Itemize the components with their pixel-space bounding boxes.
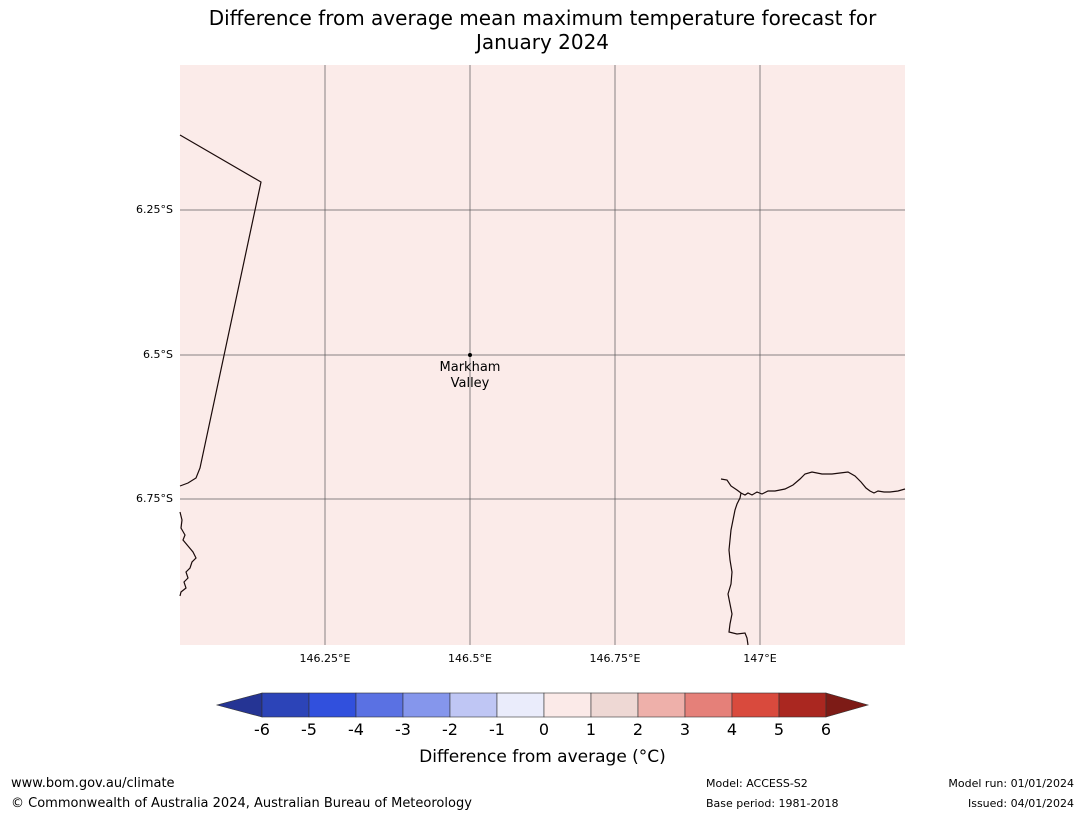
colorbar-tick-label: 1	[585, 720, 597, 739]
colorbar-segment	[449, 692, 498, 718]
boundary-line-west	[179, 134, 262, 487]
colorbar-extend-high	[825, 692, 870, 718]
chart-title: Difference from average mean maximum tem…	[0, 6, 1085, 54]
gridlines	[180, 65, 905, 645]
footer-issued: Issued: 04/01/2024	[967, 797, 1074, 810]
colorbar-extend-low	[215, 692, 263, 718]
colorbar-segment	[778, 692, 827, 718]
footer-base-period: Base period: 1981-2018	[706, 797, 839, 810]
colorbar-tick-label: 0	[538, 720, 550, 739]
place-label-line-2: Valley	[450, 376, 490, 391]
place-label-markham-valley: Markham Valley	[425, 360, 515, 392]
lat-label-6-25: 6.25°S	[136, 203, 173, 216]
colorbar-tick-label: -6	[254, 720, 270, 739]
lon-label-146-25: 146.25°E	[299, 652, 351, 665]
footer-copyright: © Commonwealth of Australia 2024, Austra…	[11, 796, 472, 811]
river-coastline-southeast	[720, 471, 906, 646]
colorbar-segment	[543, 692, 592, 718]
colorbar-segment	[684, 692, 733, 718]
colorbar	[215, 692, 870, 718]
colorbar-segment	[261, 692, 310, 718]
colorbar-tick-label: -5	[301, 720, 317, 739]
lon-label-146-5: 146.5°E	[448, 652, 492, 665]
colorbar-tick-label: 5	[773, 720, 785, 739]
colorbar-segment	[308, 692, 357, 718]
lon-label-146-75: 146.75°E	[589, 652, 641, 665]
colorbar-segment	[637, 692, 686, 718]
colorbar-tick-label: 3	[679, 720, 691, 739]
place-label-line-1: Markham	[439, 360, 501, 375]
footer-model-run: Model run: 01/01/2024	[948, 777, 1074, 790]
colorbar-tick-label: -1	[489, 720, 505, 739]
colorbar-tick-label: -2	[442, 720, 458, 739]
colorbar-tick-label: 2	[632, 720, 644, 739]
colorbar-tick-label: 6	[820, 720, 832, 739]
footer-model: Model: ACCESS-S2	[706, 777, 808, 790]
lon-label-147: 147°E	[743, 652, 777, 665]
title-line-1: Difference from average mean maximum tem…	[208, 6, 877, 30]
lat-label-6-75: 6.75°S	[136, 492, 173, 505]
colorbar-label: Difference from average (°C)	[419, 747, 666, 767]
colorbar-segment	[731, 692, 780, 718]
footer-url: www.bom.gov.au/climate	[11, 776, 175, 791]
place-marker	[468, 353, 472, 357]
colorbar-segment	[590, 692, 639, 718]
lat-label-6-5: 6.5°S	[143, 348, 173, 361]
colorbar-tick-label: -3	[395, 720, 411, 739]
colorbar-segment	[496, 692, 545, 718]
colorbar-tick-label: -4	[348, 720, 364, 739]
colorbar-tick-label: 4	[726, 720, 738, 739]
colorbar-segment	[402, 692, 451, 718]
title-line-2: January 2024	[475, 30, 610, 54]
colorbar-segment	[355, 692, 404, 718]
coastline-southwest	[179, 511, 197, 597]
